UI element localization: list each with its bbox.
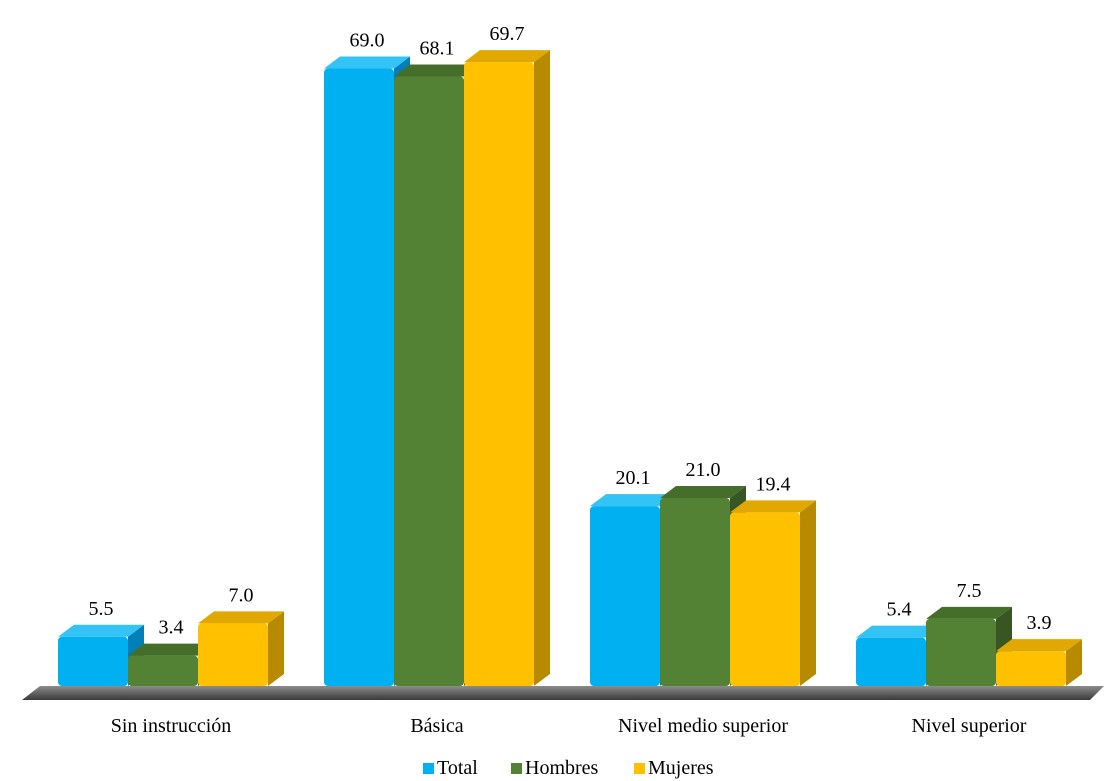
data-label-total-1: 5.5 (89, 598, 114, 620)
chart-floor (22, 686, 1104, 700)
x-tick-labels-group: Sin instrucción Básica Nivel medio superio… (111, 715, 1027, 737)
legend-item-total: Total (423, 757, 478, 779)
data-label-mujeres-4: 3.9 (1027, 612, 1052, 634)
bar-mujeres-4 (996, 639, 1082, 686)
data-label-mujeres-1: 7.0 (229, 584, 254, 606)
data-label-total-3: 20.1 (616, 467, 651, 489)
x-tick-label-1: Sin instrucción (111, 715, 232, 737)
legend-label: Mujeres (648, 757, 714, 779)
legend-item-mujeres: Mujeres (634, 757, 714, 779)
bars-group (58, 50, 1082, 687)
legend: Total Hombres Mujeres (423, 757, 714, 779)
legend-swatch (423, 763, 434, 774)
floor-plane (22, 686, 1104, 700)
bar-mujeres-1 (198, 611, 284, 686)
legend-swatch (634, 763, 645, 774)
legend-label: Hombres (525, 757, 599, 779)
data-label-total-2: 69.0 (350, 29, 385, 51)
legend-swatch (511, 763, 522, 774)
data-labels-group: 5.5 3.4 7.0 69.0 68.1 69.7 20.1 21.0 19.4 5.4 7.5 3… (89, 23, 1052, 638)
data-label-hombres-1: 3.4 (159, 617, 184, 639)
x-tick-label-4: Nivel superior (912, 715, 1027, 737)
bar-mujeres-2 (464, 50, 550, 687)
data-label-total-4: 5.4 (887, 599, 912, 621)
data-label-hombres-3: 21.0 (686, 459, 721, 481)
data-label-hombres-4: 7.5 (957, 580, 982, 602)
x-tick-label-2: Básica (410, 715, 463, 737)
legend-label: Total (437, 757, 478, 779)
data-label-mujeres-3: 19.4 (756, 473, 791, 495)
legend-item-hombres: Hombres (511, 757, 599, 779)
data-label-hombres-2: 68.1 (420, 38, 455, 60)
x-tick-label-3: Nivel medio superior (618, 715, 788, 737)
data-label-mujeres-2: 69.7 (490, 23, 525, 45)
bar-mujeres-3 (730, 500, 816, 686)
